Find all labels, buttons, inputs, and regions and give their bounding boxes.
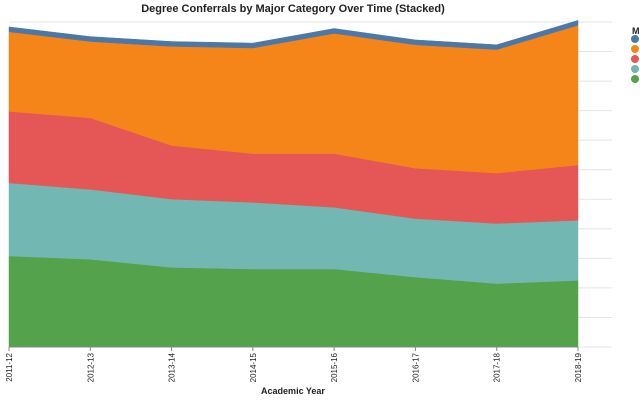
x-tick-label: 2018-19 xyxy=(574,352,583,382)
legend-swatch xyxy=(631,75,639,83)
area-series-group xyxy=(8,20,579,348)
area-series-5 xyxy=(8,20,579,50)
x-tick-label: 2014-15 xyxy=(249,352,258,382)
chart-title: Degree Conferrals by Major Category Over… xyxy=(141,3,445,15)
x-tick-label: 2015-16 xyxy=(330,352,339,382)
legend-swatch xyxy=(631,35,639,43)
x-axis-title: Academic Year xyxy=(261,386,325,396)
x-tick-label: 2011-12 xyxy=(5,352,14,381)
x-tick-label: 2016-17 xyxy=(411,352,420,382)
x-axis: 2011-12 2012-13 2013-14 2014-15 2015-16 2016-… xyxy=(5,346,583,382)
legend-swatch xyxy=(631,65,639,73)
legend-swatch xyxy=(631,55,639,63)
x-tick-label: 2012-13 xyxy=(86,352,95,382)
legend-swatch xyxy=(631,45,639,53)
legend-title: M xyxy=(632,26,640,36)
x-tick-label: 2017-18 xyxy=(493,352,502,382)
legend: M xyxy=(631,26,640,83)
x-tick-label: 2013-14 xyxy=(168,352,177,382)
